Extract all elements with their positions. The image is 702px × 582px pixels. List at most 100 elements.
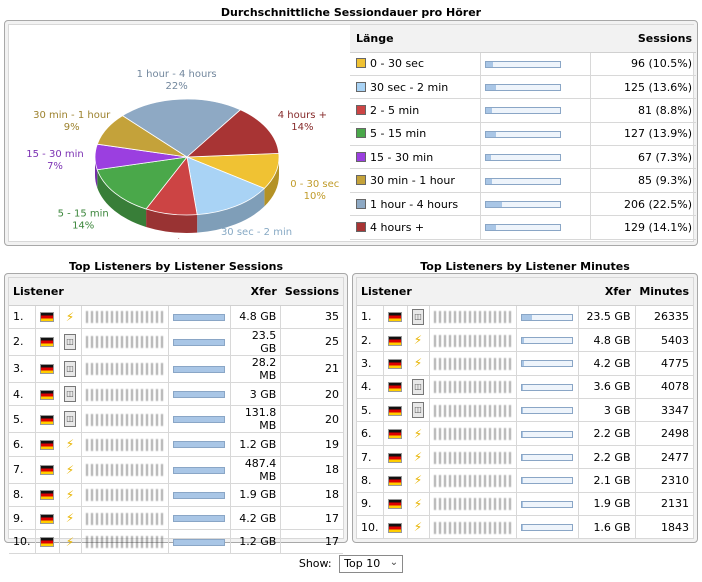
xfer: 2.2 GB (578, 421, 636, 446)
value-bar (172, 491, 225, 499)
value-bar-fill (521, 501, 523, 507)
media-player-icon: ◫ (412, 402, 424, 419)
value-bar-fill (173, 314, 224, 320)
share-bar-fill (485, 225, 496, 231)
listener-row[interactable]: 4. ◫ 3 GB 20 (9, 382, 343, 407)
xfer: 23.5 GB (230, 328, 282, 356)
sessions-header: Sessions (590, 25, 696, 53)
rank: 6. (357, 421, 384, 446)
germany-flag-icon (40, 364, 54, 375)
pie-label-value: 14% (72, 220, 94, 231)
value: 26335 (635, 305, 693, 329)
value: 4078 (635, 375, 693, 400)
listener-row[interactable]: 5. ◫ 131.8 MB 20 (9, 405, 343, 434)
listener-row[interactable]: 9. ⚡ 1.9 GB 2131 (357, 492, 693, 517)
germany-flag-icon (40, 312, 54, 323)
germany-flag-icon (40, 465, 54, 476)
rank: 7. (9, 456, 36, 484)
germany-flag-icon (40, 513, 54, 524)
listener-row[interactable]: 7. ⚡ 2.2 GB 2477 (357, 445, 693, 470)
sessions-table-title: Top Listeners by Listener Sessions (68, 260, 284, 273)
value: 4775 (635, 351, 693, 376)
value-bar-fill (521, 431, 523, 437)
rank: 4. (9, 382, 36, 407)
xfer: 3.6 GB (578, 375, 636, 400)
duration-label: 5 - 15 min (370, 127, 427, 141)
listener-row[interactable]: 2. ⚡ 4.8 GB 5403 (357, 328, 693, 353)
value: 5403 (635, 328, 693, 353)
listener-row[interactable]: 10. ⚡ 1.6 GB 1843 (357, 515, 693, 540)
value: 2310 (635, 468, 693, 493)
pie-label: 2 - 5 min9% (142, 238, 187, 239)
pie-label: 4 hours +14% (278, 110, 327, 133)
listener-row[interactable]: 8. ⚡ 1.9 GB 18 (9, 483, 343, 508)
germany-flag-icon (388, 499, 402, 510)
xfer: 4.2 GB (578, 351, 636, 376)
listener-row[interactable]: 4. ◫ 3.6 GB 4078 (357, 375, 693, 400)
share-bar (484, 84, 561, 92)
value-bar-fill (521, 361, 524, 367)
listener-row[interactable]: 1. ◫ 23.5 GB 26335 (357, 305, 693, 329)
value-bar (172, 538, 225, 546)
germany-flag-icon (388, 335, 402, 346)
rank: 7. (357, 445, 384, 470)
xfer: 2.1 GB (578, 468, 636, 493)
listener-address-redacted (85, 536, 164, 549)
duration-sessions: 81 (8.8%) (590, 98, 696, 123)
show-selected-value: Top 10 (344, 557, 381, 570)
length-header: Länge (350, 25, 590, 53)
listener-address-redacted (433, 404, 512, 417)
value: 18 (280, 483, 343, 508)
rank: 9. (357, 492, 384, 517)
germany-flag-icon (388, 475, 402, 486)
share-bar (484, 154, 561, 162)
value-bar-fill (173, 366, 224, 372)
rank: 3. (9, 355, 36, 383)
pie-slice-side (197, 188, 265, 233)
session-duration-table: Länge Sessions 0 - 30 sec 96 (10.5%) 30 se… (350, 25, 696, 240)
value-bar-fill (521, 338, 524, 344)
germany-flag-icon (388, 382, 402, 393)
value: 17 (280, 506, 343, 531)
value-bar-fill (521, 408, 523, 414)
share-bar-fill (485, 61, 494, 67)
rank: 10. (9, 529, 36, 554)
listener-row[interactable]: 6. ⚡ 2.2 GB 2498 (357, 421, 693, 446)
value-bar (520, 454, 573, 462)
listener-row[interactable]: 6. ⚡ 1.2 GB 19 (9, 432, 343, 457)
lightning-icon: ⚡ (65, 511, 75, 526)
pie-label-name: 5 - 15 min (58, 208, 109, 219)
xfer: 1.2 GB (230, 529, 282, 554)
pie-slice (185, 109, 280, 158)
duration-row: 1 hour - 4 hours 206 (22.5%) (350, 192, 696, 217)
value-bar-fill (521, 455, 523, 461)
listener-address-redacted (433, 357, 512, 370)
listener-header: Listener (9, 278, 230, 306)
listener-address-redacted (433, 311, 512, 324)
germany-flag-icon (388, 312, 402, 323)
listener-row[interactable]: 1. ⚡ 4.8 GB 35 (9, 305, 343, 329)
listener-address-redacted (85, 336, 164, 349)
listener-row[interactable]: 7. ⚡ 487.4 MB 18 (9, 456, 343, 484)
listener-row[interactable]: 8. ⚡ 2.1 GB 2310 (357, 468, 693, 493)
listener-row[interactable]: 3. ◫ 28.2 MB 21 (9, 355, 343, 383)
show-select[interactable]: Top 10 ⌄ (339, 555, 404, 573)
duration-sessions: 127 (13.9%) (590, 122, 696, 147)
duration-label: 30 min - 1 hour (370, 174, 455, 188)
value-bar (172, 365, 225, 373)
listener-row[interactable]: 9. ⚡ 4.2 GB 17 (9, 506, 343, 531)
listener-header: Listener (357, 278, 578, 306)
listener-row[interactable]: 3. ⚡ 4.2 GB 4775 (357, 351, 693, 376)
share-bar (484, 201, 561, 209)
listener-row[interactable]: 5. ◫ 3 GB 3347 (357, 398, 693, 423)
duration-sessions: 67 (7.3%) (590, 145, 696, 170)
duration-label: 15 - 30 min (370, 150, 434, 164)
xfer: 1.6 GB (578, 515, 636, 540)
value-bar-fill (173, 516, 224, 522)
listener-row[interactable]: 2. ◫ 23.5 GB 25 (9, 328, 343, 356)
rank: 6. (9, 432, 36, 457)
pie-label-name: 0 - 30 sec (290, 179, 339, 190)
listener-row[interactable]: 10. ⚡ 1.2 GB 17 (9, 529, 343, 554)
